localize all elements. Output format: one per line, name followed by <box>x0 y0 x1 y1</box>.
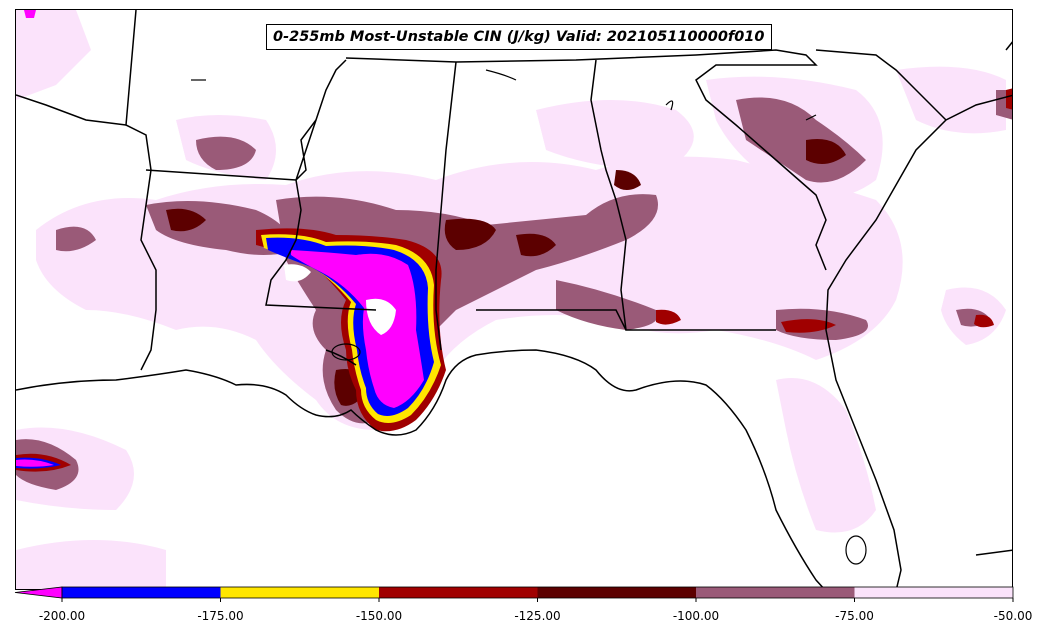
colorbar-tick-label: -50.00 <box>994 609 1033 623</box>
colorbar-bin <box>220 587 379 598</box>
map-title: 0-255mb Most-Unstable CIN (J/kg) Valid: … <box>273 29 765 45</box>
colorbar-tick-label: -100.00 <box>673 609 719 623</box>
cin-fill-light-pink <box>16 10 1006 589</box>
colorbar-tick-label: -125.00 <box>514 609 560 623</box>
cin-holes <box>284 264 396 335</box>
colorbar-tick-label: -175.00 <box>197 609 243 623</box>
colorbar-tick-label: -200.00 <box>39 609 85 623</box>
colorbar-tick-label: -75.00 <box>835 609 874 623</box>
cin-fill-magenta <box>16 10 424 467</box>
boundary-lines <box>16 10 1012 589</box>
lake-outlines <box>191 69 867 565</box>
colorbar-tick-label: -150.00 <box>356 609 402 623</box>
colorbar-bin <box>379 587 538 598</box>
colorbar: -200.00 -175.00 -150.00 -125.00 -100.00 -75.0… <box>14 586 1033 623</box>
colorbar-extend-min <box>14 586 63 599</box>
cin-map <box>16 10 1012 589</box>
map-panel: 0-255mb Most-Unstable CIN (J/kg) Valid: … <box>15 9 1013 590</box>
colorbar-bin <box>537 587 696 598</box>
colorbar-bin <box>696 587 855 598</box>
map-title-box: 0-255mb Most-Unstable CIN (J/kg) Valid: … <box>266 24 772 50</box>
colorbar-bin <box>62 587 221 598</box>
colorbar-ticks: -200.00 -175.00 -150.00 -125.00 -100.00 -75.0… <box>39 598 1033 623</box>
colorbar-bins <box>14 586 1014 599</box>
colorbar-bin <box>854 587 1013 598</box>
